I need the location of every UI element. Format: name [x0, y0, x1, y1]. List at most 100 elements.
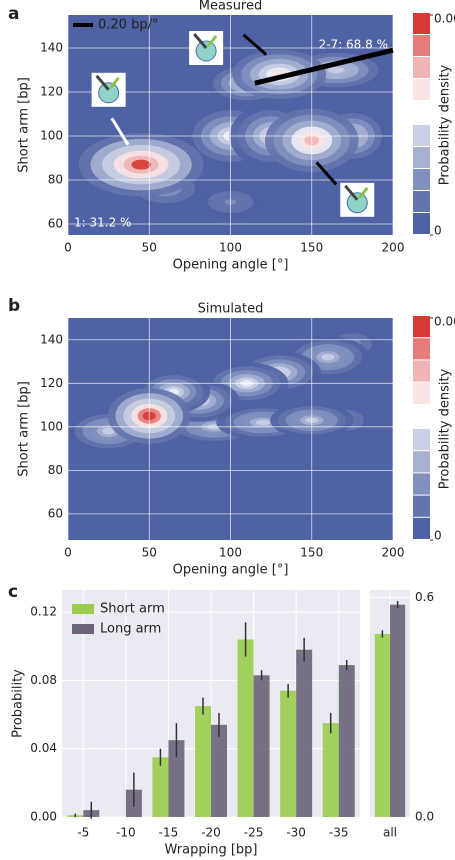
y-axis-label: Probability [11, 669, 26, 738]
icon-nucleosome [98, 82, 120, 104]
colorbar-level [413, 338, 430, 360]
colorbar-level [413, 429, 430, 451]
colorbar-level [413, 451, 430, 473]
x-tick-label: all [383, 826, 397, 840]
x-tick-label: -15 [159, 826, 179, 840]
icon-arm [95, 74, 110, 91]
annotation: 2-7: 68.8 % [319, 38, 388, 52]
arrow [315, 161, 338, 186]
chart-title: Measured [199, 0, 263, 14]
x-axis-label: Wrapping [bp] [165, 843, 258, 858]
density-contour [255, 419, 271, 426]
x-tick-label: 150 [300, 546, 323, 560]
colorbar-level [413, 316, 430, 338]
y-tick-label: 140 [40, 332, 63, 346]
icon-nucleosome [346, 192, 368, 214]
y-tick-label: 0.00 [30, 810, 57, 824]
colorbar-level [413, 517, 430, 539]
y-tick-label: 60 [48, 506, 63, 520]
y-tick-label: 120 [40, 85, 63, 99]
bar [168, 740, 185, 817]
y-tick-label: 0.08 [30, 673, 57, 687]
colorbar-level [413, 382, 430, 404]
y-axis-label: Short arm [bp] [17, 381, 32, 477]
colorbar-level [413, 101, 430, 122]
bar [390, 604, 406, 817]
colorbar-level [413, 473, 430, 495]
icon-arm [344, 184, 359, 201]
x-axis-label: Opening angle [°] [173, 563, 289, 578]
colorbar-tick-label: 0.0072 [434, 315, 455, 329]
colorbar-level [413, 169, 430, 190]
x-tick-label: -25 [244, 826, 264, 840]
y-tick-label: 100 [40, 419, 63, 433]
icon-arm [192, 33, 208, 49]
bar [237, 639, 254, 817]
y-tick-label: 80 [48, 173, 63, 187]
x-tick-label: 150 [300, 241, 323, 255]
colorbar-level [413, 495, 430, 517]
legend-swatch [72, 624, 94, 634]
colorbar-level [413, 57, 430, 78]
colorbar-level [413, 191, 430, 212]
y-tick-label: 60 [48, 217, 63, 231]
scale-label: 0.20 bp/° [98, 18, 158, 33]
colorbar-tick-label: 0.0044 [434, 12, 455, 26]
x-tick-label: 50 [142, 241, 157, 255]
panel-label: c [8, 582, 18, 602]
colorbar-level [413, 213, 430, 234]
y-tick-label: 0.6 [415, 590, 434, 604]
bar [280, 690, 297, 817]
icon-nucleosome [195, 40, 217, 62]
y-tick-label: 100 [40, 129, 63, 143]
colorbar-level [413, 125, 430, 146]
x-tick-label: -10 [116, 826, 136, 840]
x-tick-label: 200 [382, 546, 405, 560]
panel-label: a [8, 4, 19, 24]
x-tick-label: -35 [329, 826, 349, 840]
x-tick-label: 200 [382, 241, 405, 255]
colorbar-level [413, 404, 430, 426]
chart-title: Simulated [198, 302, 264, 317]
annotation: 1: 31.2 % [74, 216, 131, 230]
colorbar-level [413, 35, 430, 56]
x-tick-label: -30 [286, 826, 306, 840]
bar [211, 724, 227, 817]
x-tick-label: 0 [64, 241, 72, 255]
icon-arm [109, 76, 120, 89]
y-tick-label: 140 [40, 41, 63, 55]
x-tick-label: 100 [219, 546, 242, 560]
bar [253, 675, 270, 817]
colorbar-tick-label: 0 [434, 529, 442, 543]
panel-label: b [8, 296, 20, 316]
legend-label: Short arm [100, 602, 165, 617]
legend-label: Long arm [100, 622, 161, 637]
x-tick-label: -5 [77, 826, 89, 840]
colorbar-tick-label: 0 [434, 224, 442, 238]
density-contour [328, 66, 345, 74]
fit-line [254, 47, 394, 86]
x-tick-label: 100 [219, 241, 242, 255]
arrow [110, 117, 130, 146]
bar [195, 706, 211, 817]
x-axis-label: Opening angle [°] [173, 258, 289, 273]
colorbar-label: Probability density [438, 64, 453, 185]
arrow [242, 33, 268, 56]
density-contour [131, 159, 151, 170]
density-contour [102, 427, 116, 435]
bar [322, 723, 339, 817]
x-tick-label: 50 [142, 546, 157, 560]
y-tick-label: 0.04 [30, 741, 57, 755]
x-tick-label: -20 [201, 826, 221, 840]
icon-arm [206, 35, 218, 47]
bar [374, 633, 390, 817]
bar [296, 649, 313, 817]
y-tick-label: 0.0 [415, 810, 434, 824]
x-tick-label: 0 [64, 546, 72, 560]
colorbar-level [413, 13, 430, 34]
colorbar-level [413, 360, 430, 382]
colorbar-level [413, 147, 430, 168]
y-tick-label: 0.12 [30, 605, 57, 619]
colorbar-label: Probability density [438, 368, 453, 489]
